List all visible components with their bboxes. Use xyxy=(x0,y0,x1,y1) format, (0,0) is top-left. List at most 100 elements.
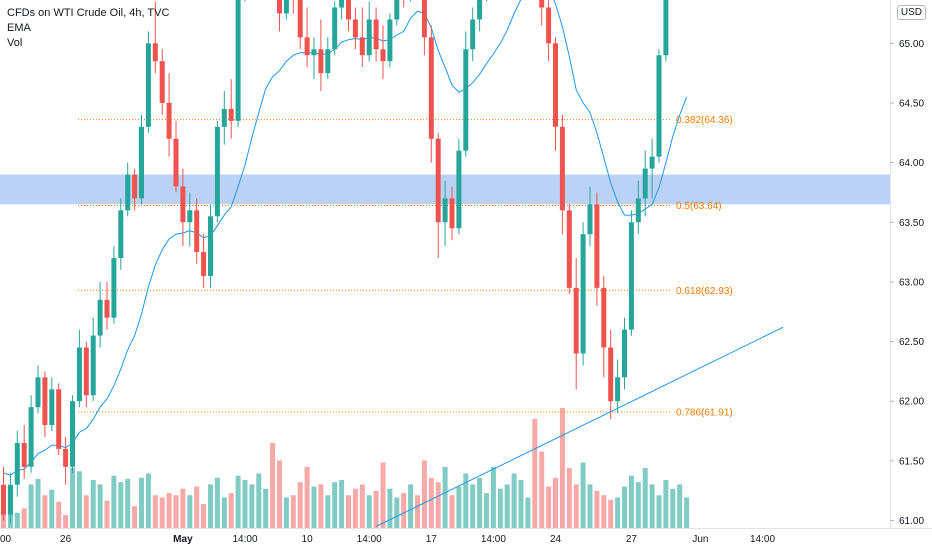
candle[interactable] xyxy=(380,49,386,62)
volume-bar xyxy=(249,484,255,528)
volume-bar xyxy=(615,497,621,528)
candle[interactable] xyxy=(283,0,289,14)
candle[interactable] xyxy=(394,0,400,20)
candle[interactable] xyxy=(539,0,545,8)
candle[interactable] xyxy=(642,168,648,199)
candle[interactable] xyxy=(456,150,462,229)
volume-bar xyxy=(553,477,558,528)
candle[interactable] xyxy=(587,204,593,235)
candle[interactable] xyxy=(145,43,151,127)
candle[interactable] xyxy=(663,0,669,56)
candle[interactable] xyxy=(21,442,27,467)
candle[interactable] xyxy=(70,401,75,467)
candle[interactable] xyxy=(601,287,607,348)
volume-bar xyxy=(649,484,655,528)
volume-bar xyxy=(63,514,69,528)
candle[interactable] xyxy=(304,37,310,56)
candle[interactable] xyxy=(470,19,476,50)
candle[interactable] xyxy=(7,484,13,515)
candle[interactable] xyxy=(325,49,331,74)
candle[interactable] xyxy=(221,108,227,127)
candle[interactable] xyxy=(442,198,448,223)
candle[interactable] xyxy=(428,37,434,139)
candle[interactable] xyxy=(166,102,172,139)
candle[interactable] xyxy=(83,347,89,396)
candle[interactable] xyxy=(56,389,62,449)
candle[interactable] xyxy=(201,252,207,276)
candle[interactable] xyxy=(63,448,69,467)
candle[interactable] xyxy=(228,108,234,121)
candle[interactable] xyxy=(553,43,558,127)
ema-indicator-label[interactable]: EMA xyxy=(7,22,31,34)
currency-button[interactable]: USD xyxy=(896,5,926,20)
volume-bar xyxy=(415,495,420,528)
lower-channel-trendline[interactable] xyxy=(375,326,784,527)
candle[interactable] xyxy=(90,335,96,396)
candle[interactable] xyxy=(594,204,600,288)
candle[interactable] xyxy=(28,407,34,467)
candle[interactable] xyxy=(214,126,220,217)
candle[interactable] xyxy=(104,299,110,318)
candle[interactable] xyxy=(159,61,165,103)
candle[interactable] xyxy=(311,49,317,56)
candle[interactable] xyxy=(566,210,572,288)
volume-indicator-label[interactable]: Vol xyxy=(7,37,23,49)
candle[interactable] xyxy=(573,287,579,354)
candle[interactable] xyxy=(649,156,655,169)
candle[interactable] xyxy=(449,198,455,229)
candle[interactable] xyxy=(1,484,6,515)
candle[interactable] xyxy=(615,377,621,402)
candle[interactable] xyxy=(421,0,427,38)
candle[interactable] xyxy=(359,37,365,56)
candle[interactable] xyxy=(477,0,483,20)
candle[interactable] xyxy=(76,347,82,402)
candle[interactable] xyxy=(580,234,586,354)
candle[interactable] xyxy=(628,222,634,330)
volume-bar xyxy=(677,484,683,528)
volume-bar xyxy=(525,497,531,528)
candle[interactable] xyxy=(559,126,565,211)
fib-level-label: 0.382(64.36) xyxy=(676,115,733,126)
candle[interactable] xyxy=(132,174,138,199)
candle[interactable] xyxy=(352,19,358,38)
candle[interactable] xyxy=(208,216,213,276)
candle[interactable] xyxy=(318,49,324,74)
candle[interactable] xyxy=(35,377,41,408)
candle[interactable] xyxy=(435,138,441,223)
candle[interactable] xyxy=(332,7,338,50)
candle[interactable] xyxy=(297,0,303,38)
candle[interactable] xyxy=(366,19,372,56)
candle[interactable] xyxy=(118,210,124,259)
volume-bar xyxy=(152,495,158,528)
candle[interactable] xyxy=(14,442,20,485)
candle[interactable] xyxy=(187,210,193,223)
candle[interactable] xyxy=(173,138,179,187)
candle[interactable] xyxy=(180,186,186,223)
candle[interactable] xyxy=(387,19,393,62)
candle[interactable] xyxy=(277,0,282,14)
candle[interactable] xyxy=(346,0,351,20)
volume-bar xyxy=(428,477,434,528)
candle[interactable] xyxy=(152,43,158,62)
candle[interactable] xyxy=(194,210,200,253)
ema-line[interactable] xyxy=(3,0,688,476)
symbol-title[interactable]: CFDs on WTI Crude Oil, 4h, TVC xyxy=(7,7,170,19)
candle[interactable] xyxy=(139,126,144,199)
candle[interactable] xyxy=(546,7,552,44)
candle[interactable] xyxy=(608,347,614,402)
candle[interactable] xyxy=(42,377,48,426)
candle[interactable] xyxy=(97,299,103,336)
candle[interactable] xyxy=(235,0,241,121)
candle[interactable] xyxy=(622,329,627,378)
candle[interactable] xyxy=(125,174,131,211)
time-tick-label: May xyxy=(173,534,193,545)
candle[interactable] xyxy=(463,49,469,151)
candle[interactable] xyxy=(635,198,641,223)
candle[interactable] xyxy=(656,55,662,157)
candle[interactable] xyxy=(339,0,345,8)
candle[interactable] xyxy=(111,258,117,318)
volume-bar xyxy=(484,493,489,528)
candle[interactable] xyxy=(49,389,55,426)
candle[interactable] xyxy=(373,19,379,50)
